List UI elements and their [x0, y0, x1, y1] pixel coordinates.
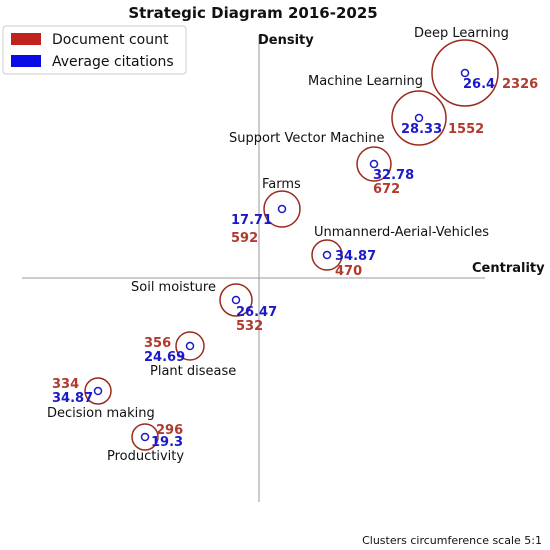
cluster-farms: Farms 592 17.71: [231, 177, 301, 246]
cluster-center-support-vector-machine: [369, 159, 379, 169]
chart-title: Strategic Diagram 2016-2025: [128, 4, 377, 22]
cluster-circle-unmannerd-aerial-vehicles: [311, 239, 343, 271]
legend: Document count Average citations: [2, 25, 187, 75]
cluster-document-count-soil-moisture: 532: [236, 319, 263, 334]
cluster-average-citations-machine-learning: 28.33: [401, 122, 442, 137]
legend-swatch-document-count: [11, 33, 41, 45]
cluster-average-citations-unmannerd-aerial-vehicles: 34.87: [335, 249, 376, 264]
cluster-circle-decision-making: [84, 377, 112, 405]
cluster-center-unmannerd-aerial-vehicles: [322, 250, 332, 260]
cluster-circle-soil-moisture: [219, 283, 253, 317]
legend-box: [2, 25, 187, 75]
cluster-average-citations-farms: 17.71: [231, 213, 272, 228]
cluster-deep-learning: Deep Learning 2326 26.4: [414, 26, 538, 107]
cluster-document-count-machine-learning: 1552: [448, 122, 484, 137]
scale-note: Clusters circumference scale 5:1: [362, 534, 542, 547]
cluster-average-citations-productivity: 19.3: [151, 435, 183, 450]
cluster-center-deep-learning: [460, 68, 470, 78]
cluster-document-count-productivity: 296: [156, 423, 183, 438]
legend-label-document-count: Document count: [52, 32, 169, 48]
cluster-name-machine-learning: Machine Learning: [308, 74, 423, 89]
cluster-circle-productivity: [131, 423, 159, 451]
cluster-center-productivity: [140, 432, 150, 442]
cluster-average-citations-decision-making: 34.87: [52, 391, 93, 406]
cluster-average-citations-support-vector-machine: 32.78: [373, 168, 414, 183]
x-axis-label: Centrality: [472, 261, 545, 276]
cluster-name-support-vector-machine: Support Vector Machine: [229, 131, 385, 146]
cluster-name-farms: Farms: [262, 177, 301, 192]
cluster-name-deep-learning: Deep Learning: [414, 26, 509, 41]
cluster-average-citations-plant-disease: 24.69: [144, 350, 185, 365]
cluster-name-productivity: Productivity: [107, 449, 184, 464]
cluster-circle-deep-learning: [431, 39, 499, 107]
legend-swatch-average-citations: [11, 55, 41, 67]
clusters: Deep Learning 2326 26.4 Machine Learning 155…: [47, 26, 538, 464]
cluster-circle-machine-learning: [391, 90, 447, 146]
cluster-center-farms: [277, 204, 287, 214]
cluster-document-count-deep-learning: 2326: [502, 77, 538, 92]
cluster-circle-farms: [263, 190, 301, 228]
cluster-circle-support-vector-machine: [356, 146, 392, 182]
cluster-average-citations-deep-learning: 26.4: [463, 77, 495, 92]
cluster-center-decision-making: [93, 386, 103, 396]
cluster-document-count-support-vector-machine: 672: [373, 182, 400, 197]
cluster-center-plant-disease: [185, 341, 195, 351]
y-axis-label: Density: [258, 33, 314, 48]
cluster-document-count-plant-disease: 356: [144, 336, 171, 351]
cluster-circle-plant-disease: [175, 331, 205, 361]
cluster-average-citations-soil-moisture: 26.47: [236, 305, 277, 320]
cluster-center-soil-moisture: [231, 295, 241, 305]
cluster-document-count-decision-making: 334: [52, 377, 79, 392]
cluster-name-soil-moisture: Soil moisture: [131, 280, 216, 295]
cluster-document-count-unmannerd-aerial-vehicles: 470: [335, 264, 362, 279]
cluster-document-count-farms: 592: [231, 231, 258, 246]
cluster-center-machine-learning: [414, 113, 424, 123]
cluster-name-unmannerd-aerial-vehicles: Unmannerd-Aerial-Vehicles: [314, 225, 489, 240]
legend-label-average-citations: Average citations: [52, 54, 174, 70]
cluster-name-decision-making: Decision making: [47, 406, 155, 421]
cluster-machine-learning: Machine Learning 1552 28.33: [308, 74, 484, 146]
cluster-name-plant-disease: Plant disease: [150, 364, 236, 379]
